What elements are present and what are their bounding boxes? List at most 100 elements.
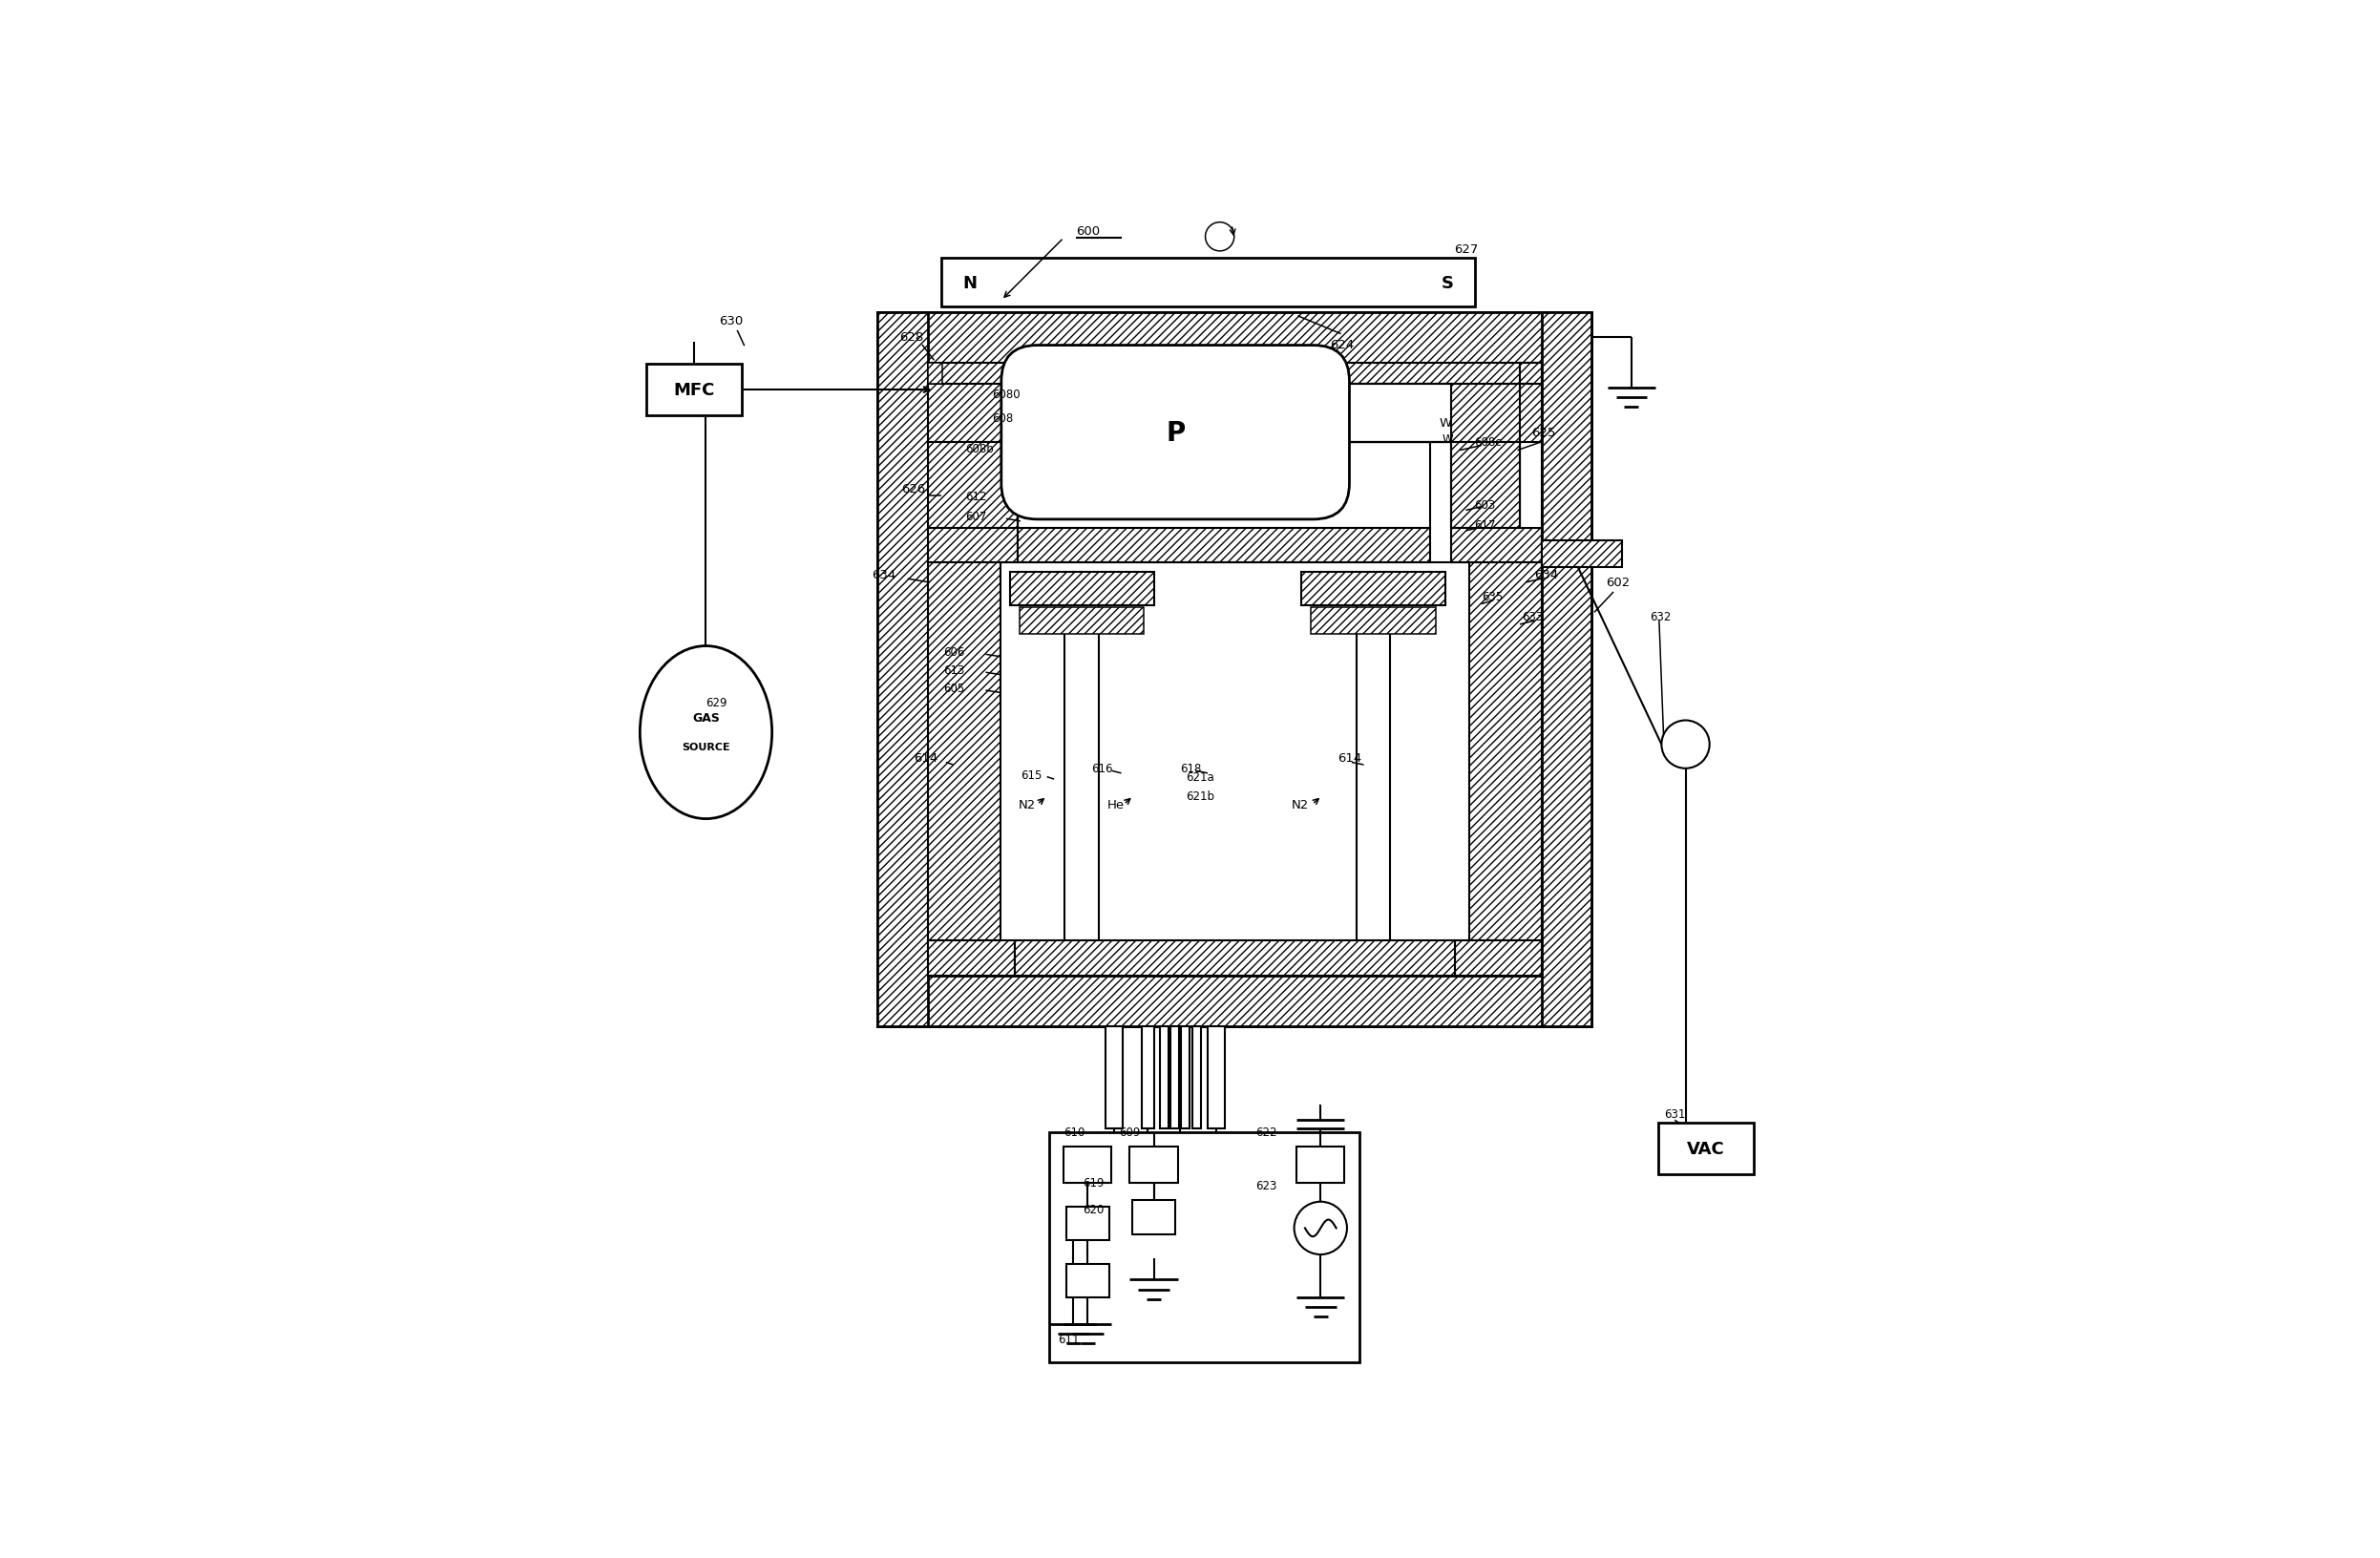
Text: 634: 634 [871,569,895,581]
Text: 625: 625 [1533,427,1557,439]
Text: 610: 610 [1064,1126,1085,1139]
Bar [928,363,1542,977]
Bar [1542,313,1592,1027]
Bar [1133,1201,1176,1234]
Bar [1468,562,1542,941]
Bar [1019,608,1145,634]
Bar [928,363,942,385]
Bar [1454,941,1542,977]
Text: S: S [1442,274,1454,291]
Bar [1452,385,1542,442]
Bar [1064,1147,1111,1183]
Text: N2: N2 [1019,799,1035,812]
Text: 6080: 6080 [992,388,1021,400]
Bar [878,977,1592,1027]
Bar [1014,941,1454,977]
Text: 614: 614 [1338,753,1361,765]
Text: 602: 602 [1606,576,1630,589]
Text: 632: 632 [1649,611,1671,623]
Text: 631: 631 [1664,1108,1685,1120]
Text: 622: 622 [1257,1126,1278,1139]
Text: 621a: 621a [1185,771,1214,784]
Bar [1142,1027,1154,1128]
Text: 619: 619 [1083,1176,1104,1189]
Bar [1542,541,1621,567]
Text: 626: 626 [902,483,926,495]
Text: 634: 634 [1535,569,1559,581]
Bar [1000,562,1447,941]
Bar [1302,572,1445,606]
Bar [1659,1123,1754,1175]
Bar [928,528,1019,562]
Bar [645,365,743,416]
Bar [1019,442,1430,528]
Bar [1050,1133,1359,1363]
Bar [928,562,1000,941]
Text: N2: N2 [1292,799,1309,812]
Text: 630: 630 [719,315,743,327]
Bar [928,528,1019,562]
Text: 611: 611 [1057,1332,1078,1345]
Bar [928,941,1014,977]
Bar [1454,941,1542,977]
Bar [1066,1264,1109,1298]
Text: 635: 635 [1480,590,1502,603]
Bar [878,313,1592,1027]
Bar [1302,572,1445,606]
Bar [928,363,942,385]
Bar [1107,1027,1123,1128]
Text: 616: 616 [1092,762,1114,774]
Text: 612: 612 [966,491,988,503]
Bar [878,313,928,1027]
Text: 617: 617 [1473,519,1495,531]
Bar [878,313,1592,363]
Text: 623: 623 [1257,1179,1278,1192]
Bar [1452,528,1542,562]
Bar [1019,385,1452,442]
Text: GAS: GAS [693,712,719,724]
Bar [928,363,1542,385]
Text: 618: 618 [1180,762,1202,774]
Bar [1297,1147,1345,1183]
Bar [1452,442,1521,528]
Bar [928,385,1019,442]
Bar [1171,1027,1178,1128]
Text: MFC: MFC [674,382,714,399]
Bar [1192,1027,1200,1128]
Text: P: P [1166,419,1185,446]
Text: 615: 615 [1021,768,1042,781]
Bar [1468,562,1542,941]
Bar [928,442,1019,528]
Bar [928,562,1000,941]
Bar [1452,528,1542,562]
Bar [1066,1207,1109,1240]
Text: 608c: 608c [1473,436,1502,449]
Bar [928,941,1014,977]
Bar [1014,941,1454,977]
Bar [1521,363,1542,977]
Text: SOURCE: SOURCE [681,743,731,753]
Bar [878,313,1592,363]
Bar [940,259,1476,307]
Circle shape [1661,721,1709,768]
Bar [1452,385,1542,442]
Text: W: W [1440,418,1452,430]
Bar [1180,1027,1190,1128]
Text: 603: 603 [1473,499,1495,511]
Text: 608: 608 [992,413,1014,425]
FancyBboxPatch shape [1002,346,1349,520]
Text: 624: 624 [1330,340,1354,352]
Text: 621b: 621b [1185,790,1214,802]
Text: 600: 600 [1076,226,1100,237]
Circle shape [1295,1201,1347,1254]
Text: 633: 633 [1523,611,1545,623]
Bar [928,385,1019,442]
Bar [878,977,1592,1027]
Text: VAC: VAC [1687,1140,1725,1158]
Text: 627: 627 [1454,243,1478,256]
Text: 605: 605 [942,682,964,695]
Bar [928,442,1019,528]
Bar [1130,1147,1178,1183]
Bar [1207,1027,1226,1128]
Circle shape [1204,223,1235,252]
